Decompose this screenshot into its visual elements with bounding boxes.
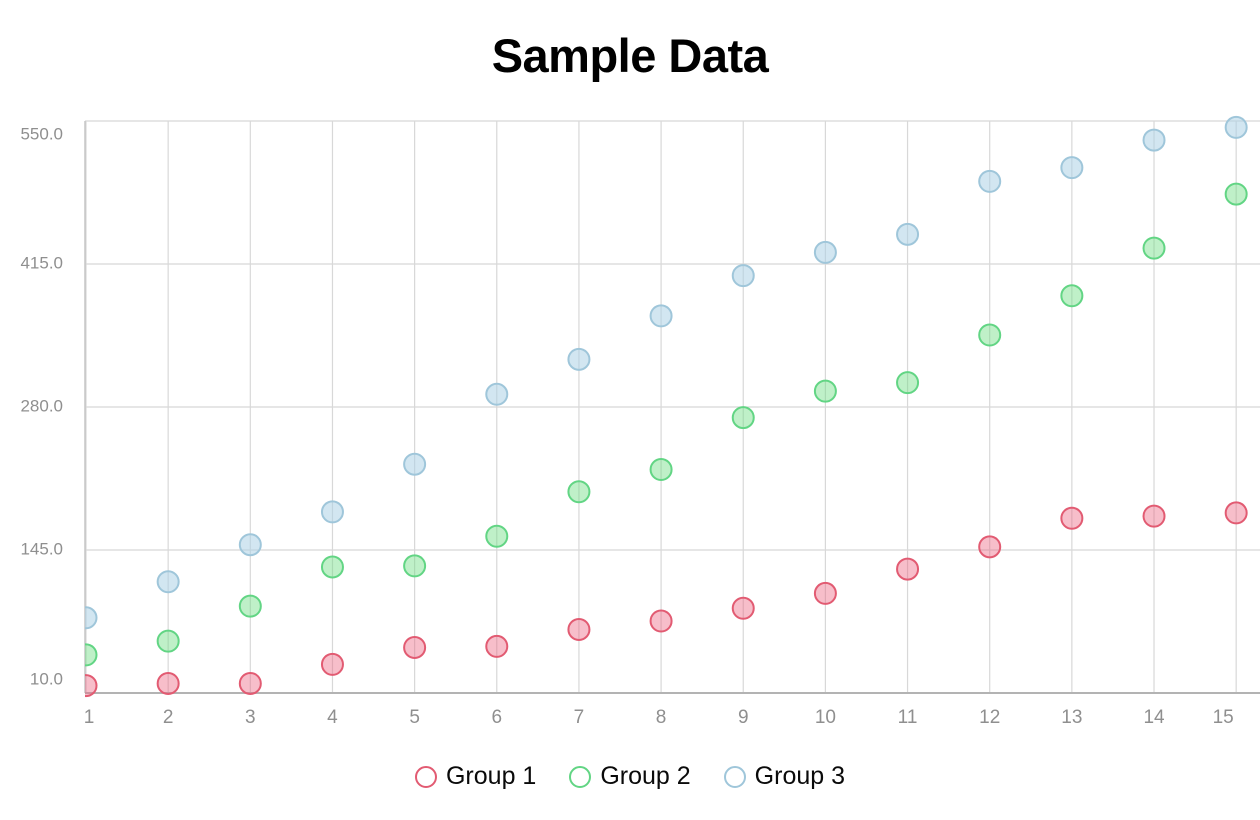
chart-title: Sample Data [491, 29, 769, 82]
svg-text:145.0: 145.0 [20, 539, 63, 558]
svg-text:8: 8 [656, 707, 667, 728]
svg-text:13: 13 [1061, 707, 1082, 728]
svg-text:6: 6 [491, 707, 502, 728]
x-axis-tick-labels: 1 2 3 4 5 6 7 8 9 10 11 12 13 14 15 [84, 707, 1234, 728]
series-group-3 [85, 115, 1248, 630]
svg-text:7: 7 [574, 707, 585, 728]
svg-text:550.0: 550.0 [20, 124, 63, 143]
legend-item-group-1[interactable]: Group 1 [414, 762, 537, 791]
legend-label-group-2: Group 2 [600, 762, 691, 790]
group-1-marker-icon [414, 765, 437, 788]
svg-text:9: 9 [738, 707, 749, 728]
svg-text:5: 5 [409, 707, 420, 728]
y-axis-tick-labels: 10.0 145.0 280.0 415.0 550.0 [20, 124, 63, 688]
legend-item-group-2[interactable]: Group 2 [569, 762, 691, 791]
series-group-2 [85, 182, 1248, 667]
axis-borders [84, 121, 1260, 694]
svg-text:11: 11 [898, 707, 918, 728]
svg-text:14: 14 [1143, 707, 1165, 728]
svg-text:10: 10 [815, 707, 836, 728]
group-2-marker-icon [569, 765, 592, 788]
series-group-1 [85, 501, 1248, 698]
svg-text:15: 15 [1213, 707, 1234, 728]
svg-text:280.0: 280.0 [20, 396, 63, 415]
svg-text:3: 3 [245, 707, 256, 728]
data-points [85, 115, 1248, 698]
svg-text:4: 4 [327, 707, 338, 728]
svg-text:12: 12 [979, 707, 1000, 728]
legend-label-group-1: Group 1 [445, 762, 537, 790]
svg-text:10.0: 10.0 [30, 669, 63, 688]
legend-label-group-3: Group 3 [754, 762, 846, 790]
legend-item-group-3[interactable]: Group 3 [723, 762, 846, 791]
group-3-marker-icon [723, 765, 746, 788]
svg-text:1: 1 [84, 707, 95, 728]
legend: Group 1 Group 2 Group 3 [0, 762, 1260, 791]
svg-text:415.0: 415.0 [20, 253, 63, 272]
gridlines [85, 120, 1260, 693]
svg-text:2: 2 [163, 707, 174, 728]
